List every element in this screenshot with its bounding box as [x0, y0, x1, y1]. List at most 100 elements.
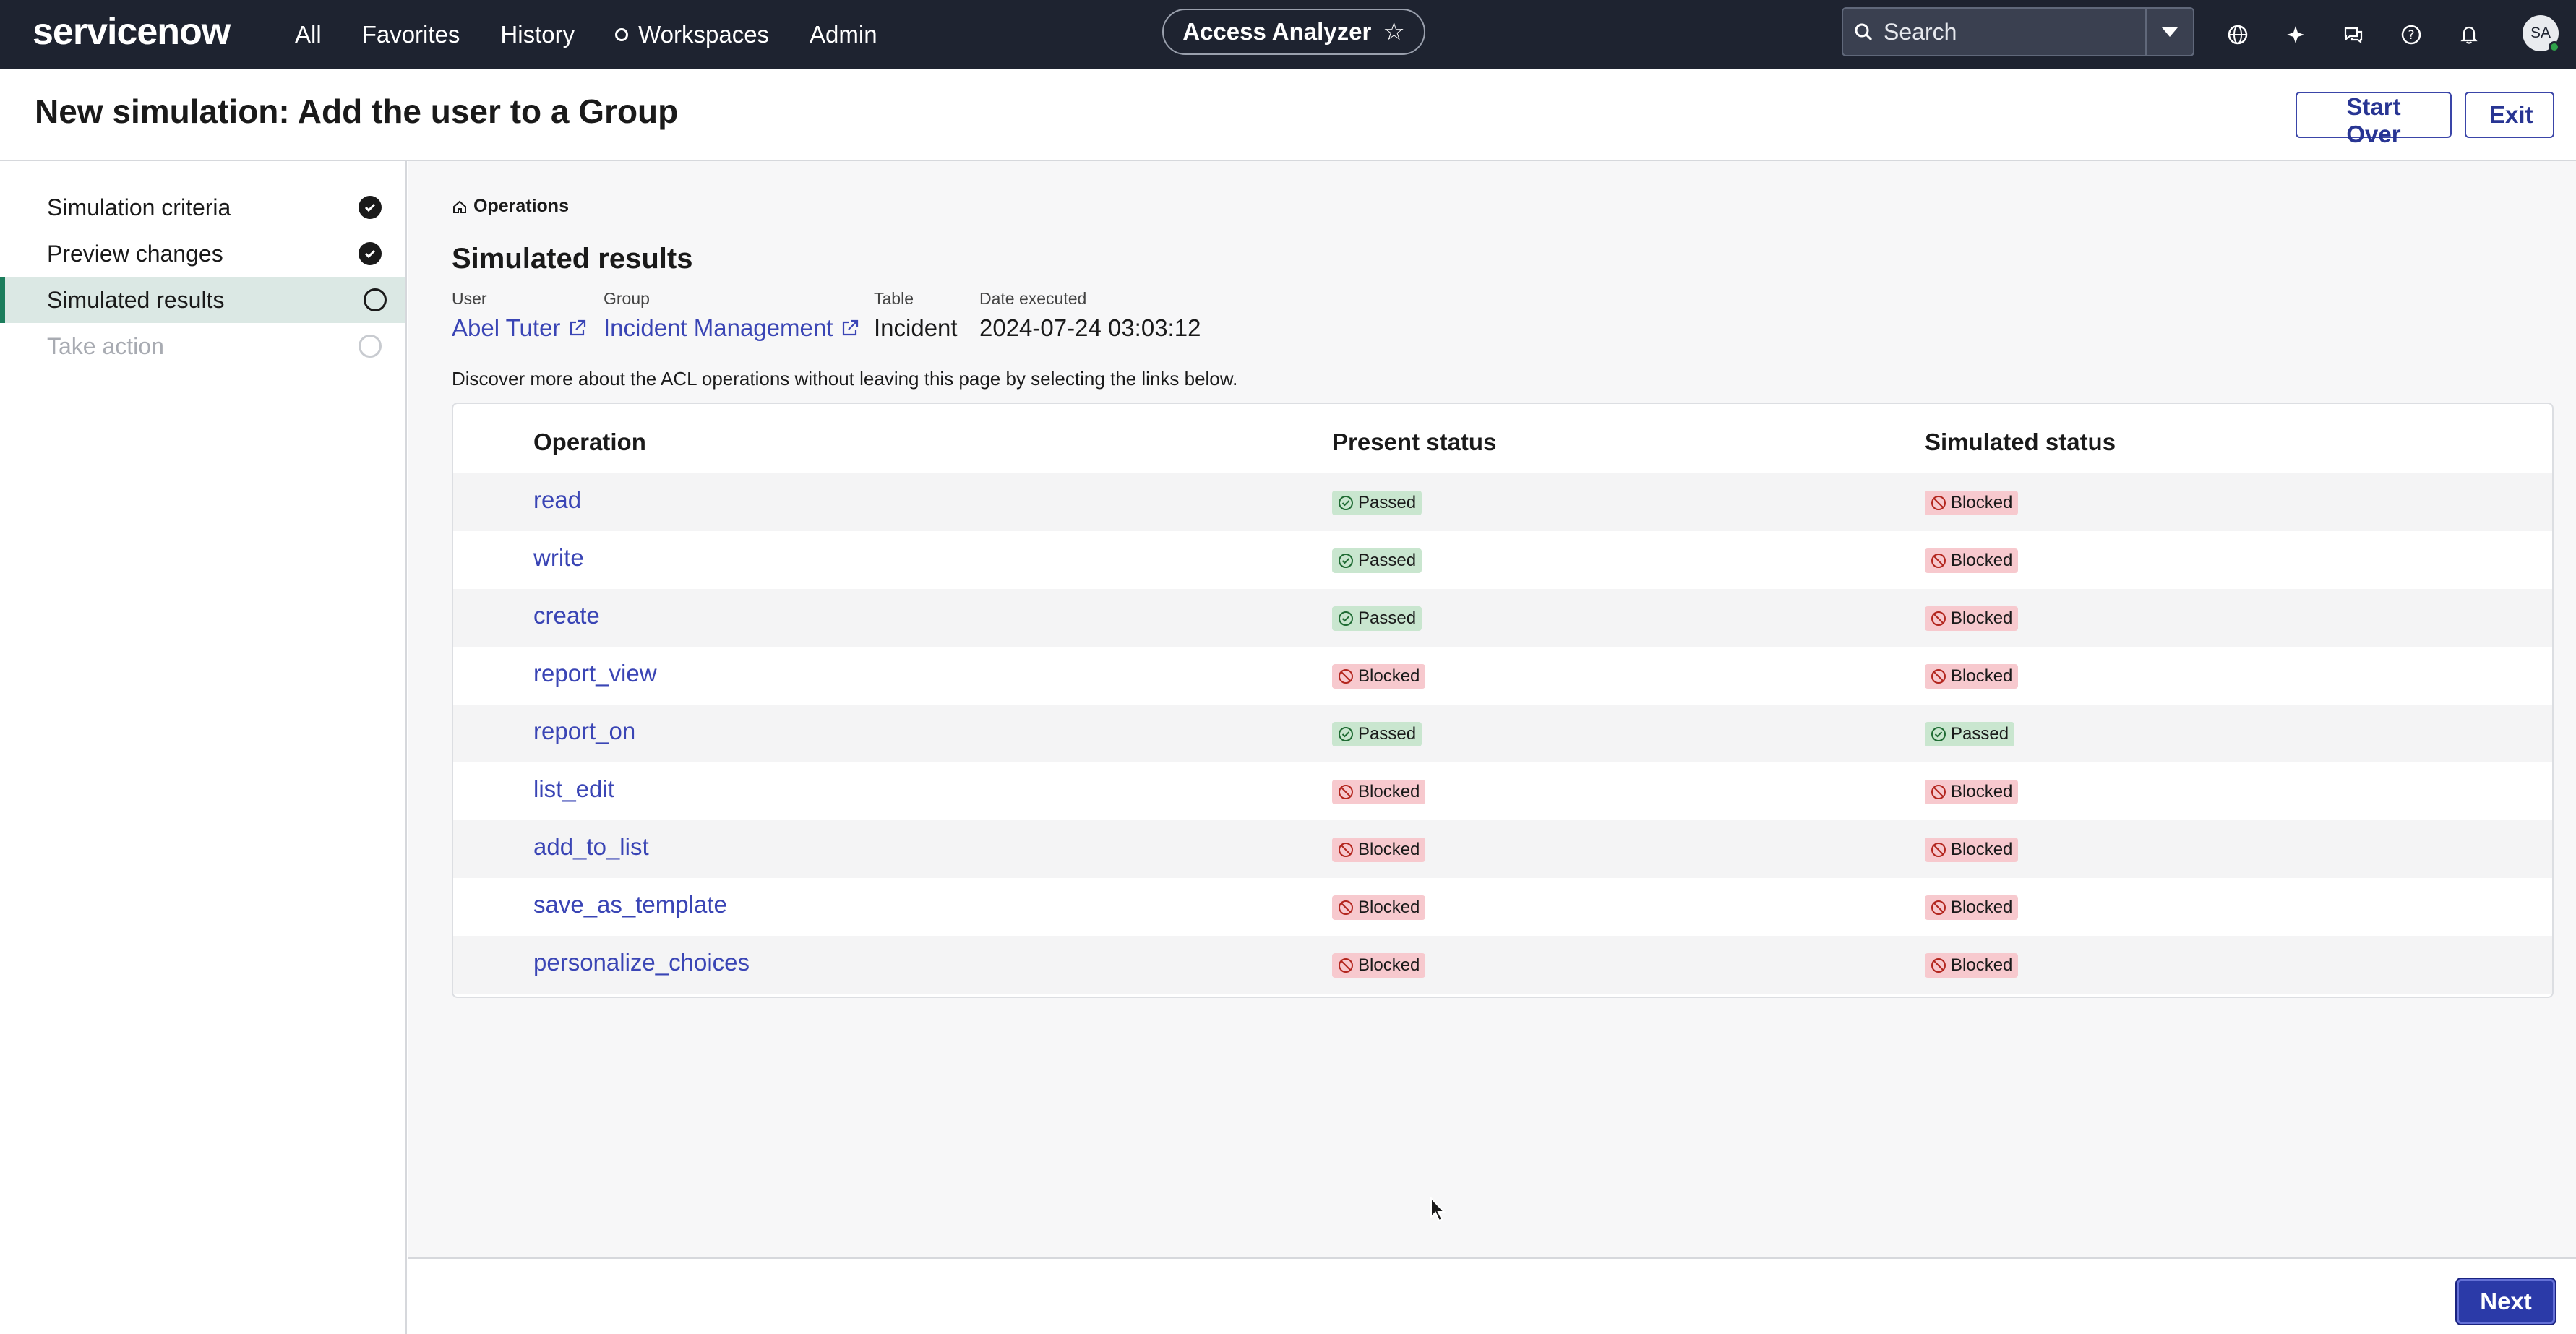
column-header-operation: Operation [533, 429, 646, 455]
servicenow-logo[interactable]: servicenow [33, 11, 231, 53]
simulated-status-badge: Blocked [1925, 953, 2019, 978]
simulated-status-label: Blocked [1951, 782, 2013, 801]
operation-link[interactable]: create [533, 602, 600, 629]
blocked-icon [1338, 958, 1354, 973]
operation-link[interactable]: report_on [533, 718, 636, 744]
blocked-icon [1931, 495, 1946, 511]
present-status-label: Passed [1358, 493, 1417, 512]
empty-circle-icon [364, 288, 387, 311]
footer-bar: Next [408, 1257, 2576, 1334]
simulated-status-label: Blocked [1951, 955, 2013, 975]
blocked-icon [1338, 784, 1354, 800]
step-label: Simulation criteria [47, 194, 231, 220]
date-value: 2024-07-24 03:03:12 [979, 314, 1201, 341]
table-row: deleteBlockedBlocked [453, 994, 2552, 997]
nav-all[interactable]: All [295, 20, 322, 48]
user-value: Abel Tuter [452, 314, 561, 341]
group-value: Incident Management [604, 314, 833, 341]
simulated-status-badge: Blocked [1925, 838, 2019, 862]
help-icon[interactable]: ? [2397, 20, 2426, 49]
top-nav: servicenow All Favorites History Workspa… [0, 0, 2576, 69]
present-status-label: Blocked [1358, 782, 1420, 801]
meta-table: Table Incident [874, 289, 958, 342]
operation-link[interactable]: list_edit [533, 775, 614, 802]
meta-date: Date executed 2024-07-24 03:03:12 [979, 289, 1201, 342]
sparkle-icon[interactable] [2281, 20, 2310, 49]
blocked-icon [1931, 842, 1946, 858]
chevron-down-icon [2162, 27, 2178, 37]
blocked-icon [1931, 958, 1946, 973]
present-status-label: Blocked [1358, 898, 1420, 917]
present-status-badge: Blocked [1332, 664, 1426, 689]
breadcrumb[interactable]: Operations [452, 196, 569, 217]
present-status-badge: Blocked [1332, 780, 1426, 804]
simulated-status-badge: Blocked [1925, 606, 2019, 631]
stepper-sidebar: Simulation criteria Preview changes Simu… [0, 161, 407, 1334]
present-status-badge: Passed [1332, 722, 1422, 746]
blocked-icon [1931, 611, 1946, 627]
simulated-status-label: Blocked [1951, 898, 2013, 917]
external-link-icon [570, 319, 586, 336]
app-title: Access Analyzer [1182, 18, 1372, 45]
table-body: read Passed Blocked write Passed Blocked creat… [453, 473, 2552, 997]
search-input[interactable] [1884, 18, 2129, 46]
step-take-action: Take action [0, 323, 405, 369]
operation-link[interactable]: save_as_template [533, 891, 727, 918]
table-row: create Passed Blocked [453, 589, 2552, 647]
bell-icon[interactable] [2455, 20, 2483, 49]
user-link[interactable]: Abel Tuter [452, 314, 588, 342]
next-button[interactable]: Next [2457, 1279, 2555, 1324]
app-title-pill[interactable]: Access Analyzer ☆ [1162, 9, 1425, 55]
user-avatar[interactable]: SA [2523, 15, 2560, 53]
operation-link[interactable]: write [533, 544, 584, 571]
column-header-present-status: Present status [1332, 429, 1497, 455]
table-row: report_view Blocked Blocked [453, 647, 2552, 705]
simulated-status-label: Passed [1951, 724, 2009, 744]
simulated-status-badge: Blocked [1925, 895, 2019, 920]
operation-link[interactable]: report_view [533, 660, 657, 687]
main-content: Operations Simulated results User Abel T… [408, 161, 2576, 1257]
check-circle-icon [1338, 611, 1354, 627]
check-circle-icon [1931, 726, 1946, 742]
operation-link[interactable]: personalize_choices [533, 949, 750, 976]
present-status-badge: Passed [1332, 491, 1422, 515]
meta-date-label: Date executed [979, 289, 1087, 308]
external-link-icon [843, 319, 859, 336]
operation-link[interactable]: read [533, 486, 582, 513]
simulated-status-badge: Blocked [1925, 664, 2019, 689]
blocked-icon [1338, 842, 1354, 858]
present-status-label: Blocked [1358, 955, 1420, 975]
nav-admin[interactable]: Admin [810, 20, 877, 48]
table-row: personalize_choices Blocked Blocked [453, 936, 2552, 994]
start-over-button[interactable]: Start Over [2296, 92, 2452, 147]
chat-icon[interactable] [2339, 20, 2368, 49]
svg-text:?: ? [2408, 28, 2414, 43]
present-status-badge: Blocked [1332, 895, 1426, 920]
nav-history[interactable]: History [500, 20, 575, 48]
step-preview-changes[interactable]: Preview changes [0, 231, 405, 277]
table-row: save_as_template Blocked Blocked [453, 878, 2552, 936]
operation-link[interactable]: add_to_list [533, 833, 649, 860]
present-status-badge: Blocked [1332, 838, 1426, 862]
step-simulated-results[interactable]: Simulated results [0, 277, 405, 323]
present-status-label: Passed [1358, 724, 1417, 744]
search-icon [1843, 22, 1884, 41]
nav-menu: All Favorites History Workspaces Admin [295, 0, 877, 69]
nav-workspaces[interactable]: Workspaces [615, 21, 769, 48]
globe-icon[interactable] [2223, 20, 2252, 49]
group-link[interactable]: Incident Management [604, 314, 860, 342]
blocked-icon [1931, 784, 1946, 800]
global-search [1842, 7, 2194, 56]
home-icon [453, 200, 466, 213]
present-status-badge: Blocked [1332, 953, 1426, 978]
present-status-badge: Passed [1332, 548, 1422, 573]
search-scope-dropdown[interactable] [2145, 9, 2193, 55]
presence-indicator [2549, 41, 2560, 53]
present-status-label: Passed [1358, 551, 1417, 570]
star-icon[interactable]: ☆ [1383, 18, 1405, 46]
exit-button[interactable]: Exit [2465, 92, 2554, 138]
nav-favorites[interactable]: Favorites [361, 20, 460, 48]
table-row: list_edit Blocked Blocked [453, 762, 2552, 820]
step-simulation-criteria[interactable]: Simulation criteria [0, 184, 405, 231]
breadcrumb-label: Operations [473, 196, 569, 216]
